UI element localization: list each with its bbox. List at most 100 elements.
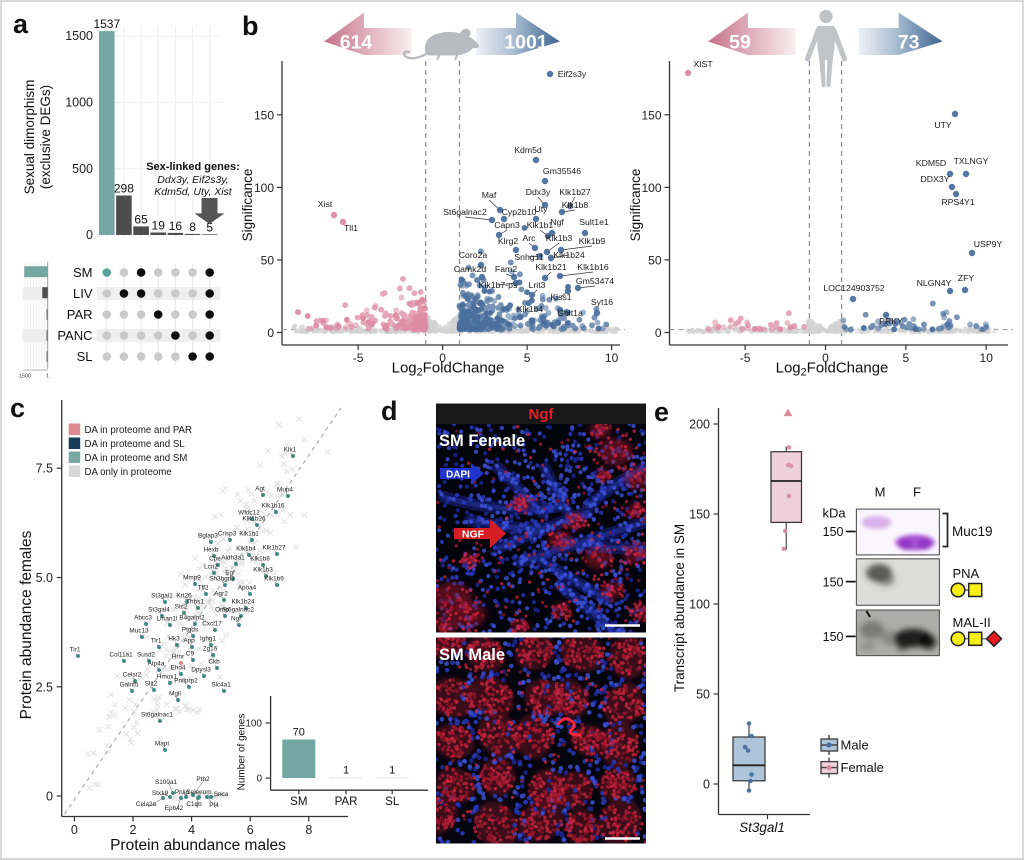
svg-text:70: 70 xyxy=(293,727,305,739)
svg-text:C1qb: C1qb xyxy=(186,801,202,808)
svg-text:Protein abundance males: Protein abundance males xyxy=(110,837,286,854)
svg-text:LOC124903752: LOC124903752 xyxy=(823,283,885,293)
svg-text:Klk1b1: Klk1b1 xyxy=(527,220,554,230)
svg-text:Cela2a: Cela2a xyxy=(136,801,157,808)
svg-text:Klk1b4: Klk1b4 xyxy=(236,546,256,553)
svg-text:Mup4: Mup4 xyxy=(277,487,293,494)
svg-text:Xist: Xist xyxy=(318,199,333,209)
svg-text:Muc19: Muc19 xyxy=(952,524,993,539)
svg-text:Ngf: Ngf xyxy=(231,616,241,623)
svg-text:Wfdc12: Wfdc12 xyxy=(238,510,260,517)
svg-text:C9: C9 xyxy=(186,651,195,658)
svg-text:1500: 1500 xyxy=(19,374,31,380)
svg-text:Cyp2b10: Cyp2b10 xyxy=(502,207,537,217)
svg-text:150: 150 xyxy=(254,108,274,122)
svg-text:Ckb: Ckb xyxy=(208,659,220,666)
svg-text:Klk1: Klk1 xyxy=(284,447,297,454)
svg-text:100: 100 xyxy=(641,181,661,195)
svg-text:Klk1b24: Klk1b24 xyxy=(553,250,585,260)
svg-text:59: 59 xyxy=(729,32,751,54)
svg-text:XIST: XIST xyxy=(693,59,713,69)
svg-text:DA in proteome and SM: DA in proteome and SM xyxy=(85,453,188,464)
svg-text:Galnt5: Galnt5 xyxy=(120,682,139,689)
svg-text:USP9Y: USP9Y xyxy=(974,239,1003,249)
svg-text:DDX3Y: DDX3Y xyxy=(921,174,950,184)
svg-text:Klk1b21: Klk1b21 xyxy=(535,262,567,272)
svg-text:5: 5 xyxy=(524,351,531,365)
svg-text:8: 8 xyxy=(189,220,196,234)
svg-text:e: e xyxy=(654,397,669,427)
svg-text:PAR: PAR xyxy=(335,796,358,808)
svg-text:Klk1b7-ps: Klk1b7-ps xyxy=(479,280,518,290)
svg-text:Log2FoldChange: Log2FoldChange xyxy=(392,360,505,379)
svg-text:Capn3: Capn3 xyxy=(494,220,520,230)
svg-text:MAL-II: MAL-II xyxy=(953,615,991,630)
svg-text:5: 5 xyxy=(903,351,910,365)
svg-text:Significance: Significance xyxy=(628,169,643,242)
svg-text:Klk1b24: Klk1b24 xyxy=(231,599,255,606)
svg-text:200: 200 xyxy=(689,418,710,432)
svg-text:4: 4 xyxy=(188,823,195,837)
svg-text:Hexb: Hexb xyxy=(204,547,219,554)
svg-text:kDa: kDa xyxy=(822,506,846,521)
svg-text:(exclusive DEGs): (exclusive DEGs) xyxy=(38,85,53,189)
svg-text:10: 10 xyxy=(980,351,994,365)
svg-text:Mgll: Mgll xyxy=(169,691,181,698)
svg-text:Krt26: Krt26 xyxy=(176,593,192,600)
svg-text:TXLNGY: TXLNGY xyxy=(954,156,989,166)
svg-text:1500: 1500 xyxy=(65,29,93,43)
svg-text:Klk1b8: Klk1b8 xyxy=(562,200,589,210)
svg-text:Atp4a: Atp4a xyxy=(148,661,165,668)
svg-text:Pf4: Pf4 xyxy=(209,802,219,809)
svg-text:Camk2d: Camk2d xyxy=(454,264,487,274)
svg-text:c: c xyxy=(10,393,25,423)
svg-text:St3gal4: St3gal4 xyxy=(148,607,170,614)
svg-text:Celsr2: Celsr2 xyxy=(123,672,142,679)
svg-text:Abcc3: Abcc3 xyxy=(134,615,152,622)
svg-text:PAR: PAR xyxy=(67,307,93,322)
svg-text:Ddx3y, Eif2s3y,: Ddx3y, Eif2s3y, xyxy=(157,174,228,186)
svg-text:Ddx3y: Ddx3y xyxy=(526,187,551,197)
svg-text:Lman1l: Lman1l xyxy=(157,616,178,623)
svg-text:SL: SL xyxy=(385,796,400,808)
svg-text:Thbs1: Thbs1 xyxy=(186,599,204,606)
svg-text:Syt16: Syt16 xyxy=(591,297,613,307)
svg-text:ZFY: ZFY xyxy=(958,273,975,283)
svg-text:Hmox1: Hmox1 xyxy=(157,674,178,681)
svg-text:Cxcl17: Cxcl17 xyxy=(202,621,222,628)
svg-text:Female: Female xyxy=(841,760,884,775)
svg-text:100: 100 xyxy=(245,719,262,730)
svg-text:Arc: Arc xyxy=(522,233,536,243)
svg-text:St6galnac2: St6galnac2 xyxy=(443,207,487,217)
svg-text:5.0: 5.0 xyxy=(36,571,53,585)
svg-text:Maf: Maf xyxy=(482,190,497,200)
svg-text:Klk1b16: Klk1b16 xyxy=(261,503,285,510)
svg-text:Gm53474: Gm53474 xyxy=(576,276,614,286)
svg-text:Col11a1: Col11a1 xyxy=(109,652,133,659)
svg-text:Fam2: Fam2 xyxy=(495,264,517,274)
svg-text:DA in proteome and SL: DA in proteome and SL xyxy=(85,439,186,450)
svg-text:Transcript abundance in SM: Transcript abundance in SM xyxy=(672,524,687,692)
svg-text:50: 50 xyxy=(261,253,275,267)
svg-text:Muc13: Muc13 xyxy=(129,628,149,635)
svg-text:150: 150 xyxy=(823,576,844,590)
svg-text:Klk1b8: Klk1b8 xyxy=(250,556,270,563)
svg-text:0: 0 xyxy=(267,326,274,340)
svg-text:7.5: 7.5 xyxy=(36,462,53,476)
svg-text:1537: 1537 xyxy=(93,17,120,31)
svg-text:F: F xyxy=(913,485,921,500)
svg-text:Ngf: Ngf xyxy=(550,217,564,227)
svg-text:1: 1 xyxy=(343,765,349,777)
svg-text:0: 0 xyxy=(703,778,710,792)
svg-text:Sex-linked genes:: Sex-linked genes: xyxy=(146,161,240,173)
svg-text:Klk1b3: Klk1b3 xyxy=(546,233,573,243)
svg-text:Ptgds: Ptgds xyxy=(182,627,198,634)
svg-text:Eif2s3y: Eif2s3y xyxy=(558,69,587,79)
svg-text:150: 150 xyxy=(641,108,661,122)
svg-text:614: 614 xyxy=(340,32,373,54)
svg-text:Klk1b4: Klk1b4 xyxy=(517,304,544,314)
svg-text:Klk1b3: Klk1b3 xyxy=(253,567,273,574)
svg-text:Sh3bgrl3: Sh3bgrl3 xyxy=(209,576,235,583)
svg-text:Tlr1: Tlr1 xyxy=(150,638,161,645)
svg-text:150: 150 xyxy=(689,508,710,522)
